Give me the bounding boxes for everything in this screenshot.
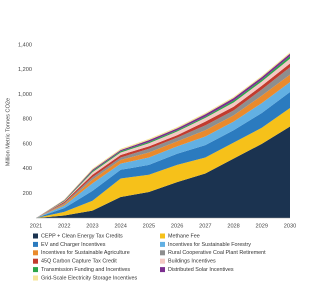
x-tick-label: 2030	[284, 223, 296, 229]
area	[36, 56, 290, 218]
legend-label: Grid-Scale Electricity Storage Incentive…	[41, 275, 137, 281]
legend-swatch	[33, 233, 38, 239]
legend-label: CEPP + Clean Energy Tax Credits	[41, 233, 123, 239]
legend-label: Distributed Solar Incentives	[168, 267, 234, 273]
legend-label: Transmission Funding and Incentives	[41, 267, 130, 273]
area	[36, 52, 290, 218]
legend-swatch	[33, 250, 38, 256]
legend-swatch	[33, 258, 38, 264]
legend-label: Incentives for Sustainable Forestry	[168, 242, 251, 248]
legend-swatch	[160, 258, 165, 264]
legend-label: Incentives for Sustainable Agriculture	[41, 250, 130, 256]
chart: Million Metric Tonnes CO2e 200 400 600 800 1…	[5, 42, 296, 281]
legend-swatch	[33, 275, 38, 281]
y-tick-label: 400	[23, 166, 32, 172]
legend-label: Rural Cooperative Coal Plant Retirement	[168, 250, 266, 256]
y-tick-label: 800	[23, 117, 32, 123]
legend-label: 45Q Carbon Capture Tax Credit	[41, 259, 117, 265]
legend-swatch	[160, 241, 165, 247]
area	[36, 126, 290, 218]
legend-swatch	[33, 267, 38, 273]
legend-label: Buildings Incentives	[168, 259, 216, 265]
y-tick-label: 1,200	[18, 67, 32, 73]
y-tick-label: 200	[23, 191, 32, 197]
x-tick-label: 2026	[171, 223, 183, 229]
x-tick-label: 2025	[143, 223, 155, 229]
y-tick-label: 1,000	[18, 92, 32, 98]
x-tick-label: 2022	[58, 223, 70, 229]
x-tick-label: 2028	[227, 223, 239, 229]
y-tick-label: 600	[23, 141, 32, 147]
legend-swatch	[160, 233, 165, 239]
y-tick-label: 1,400	[18, 42, 32, 48]
legend-swatch	[33, 241, 38, 247]
x-tick-label: 2027	[199, 223, 211, 229]
area	[36, 82, 290, 218]
x-tick-label: 2024	[114, 223, 126, 229]
x-tick-label: 2021	[30, 223, 42, 229]
y-axis-title: Million Metric Tonnes CO2e	[5, 98, 11, 166]
legend-swatch	[160, 267, 165, 273]
legend-label: Methane Fee	[168, 233, 200, 239]
x-tick-label: 2023	[86, 223, 98, 229]
x-tick-label: 2029	[256, 223, 268, 229]
area	[36, 53, 290, 219]
area	[36, 58, 290, 218]
legend-label: EV and Charger Incentives	[41, 242, 106, 248]
area	[36, 91, 290, 218]
legend-swatch	[160, 250, 165, 256]
